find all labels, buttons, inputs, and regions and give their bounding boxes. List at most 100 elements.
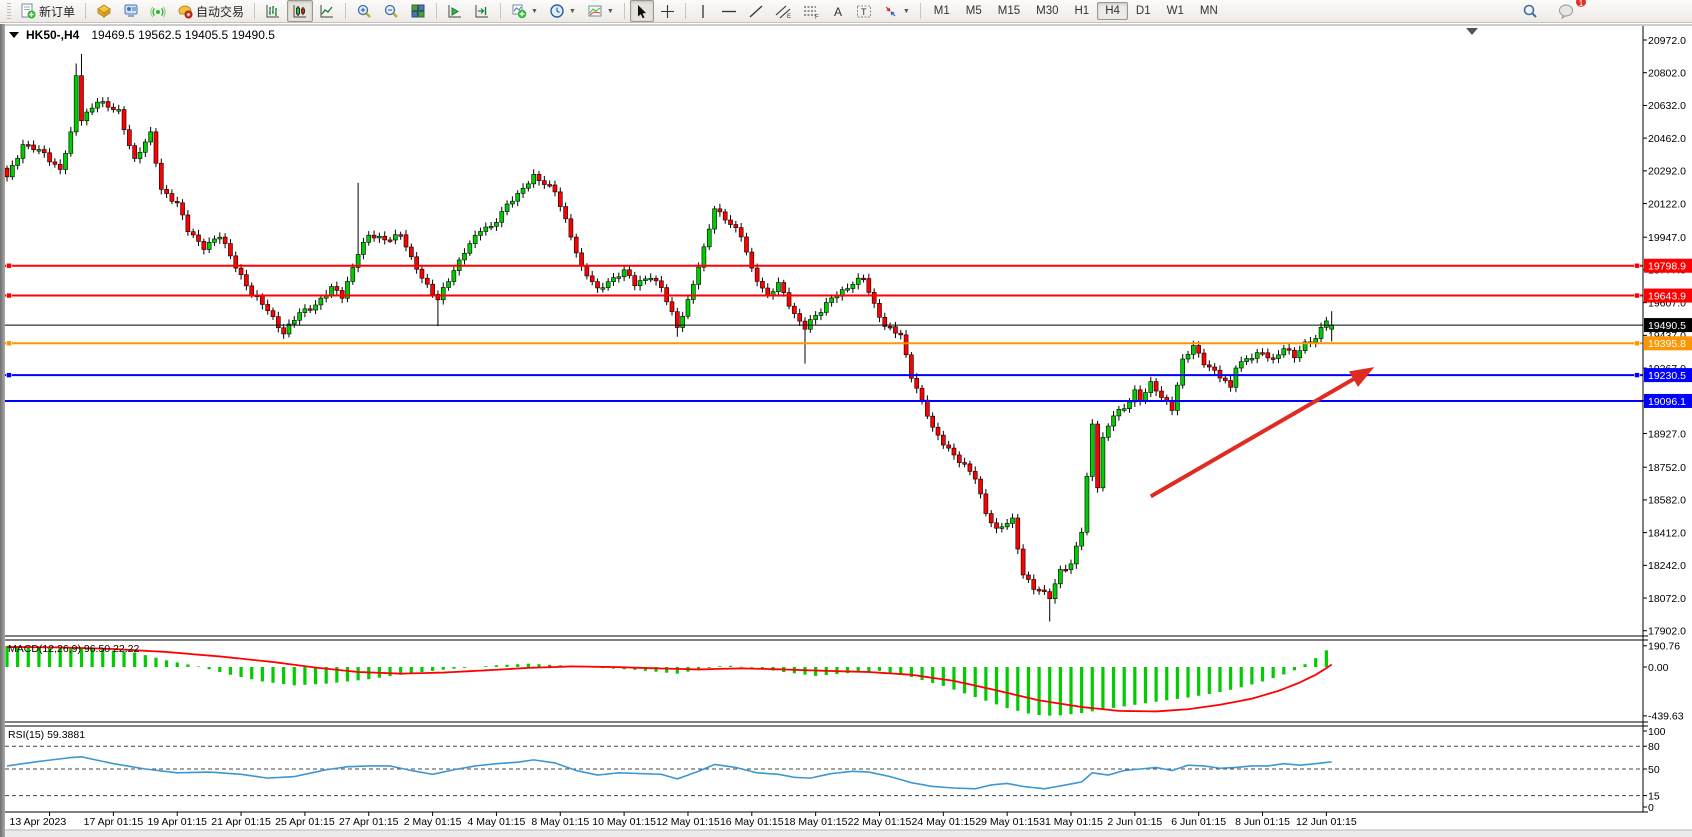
notifications-button[interactable]: 1 [1553,0,1587,22]
hline-handle[interactable] [6,372,12,378]
new-order-label: 新订单 [39,4,76,19]
auto-scroll-button[interactable] [442,0,468,22]
time-tick-label: 21 Apr 01:15 [211,816,271,828]
metaeditor-button[interactable] [118,0,144,22]
market-watch-icon [97,4,111,18]
timeframe-button-M15[interactable]: M15 [997,5,1021,17]
cursor-tool-button[interactable] [629,0,654,22]
fibonacci-icon: F [803,6,819,19]
dropdown-arrow-icon: ▼ [902,7,910,15]
toolbar-separator [623,3,625,19]
horizontal-line-tool-button[interactable] [716,0,742,22]
price-tick-label: 18242.0 [1648,560,1686,572]
macd-layer [5,645,1333,716]
fibonacci-tool-button[interactable]: F [798,0,825,22]
toolbar-right-icons: 1 [1517,0,1587,22]
zoom-out-button[interactable] [378,0,404,22]
hline-handle[interactable] [6,262,12,269]
timeframe-button-M1[interactable]: M1 [933,5,950,17]
text-label-tool-button[interactable]: T [851,0,877,22]
dropdown-arrow-icon: ▼ [568,7,576,15]
timeframe-button-M5[interactable]: M5 [965,5,982,17]
zoom-in-button[interactable] [351,0,377,22]
time-tick-label: 17 Apr 01:15 [84,816,144,828]
hline-handle[interactable] [6,340,12,347]
chart-shift-button[interactable] [469,0,495,22]
trendline-tool-button[interactable] [743,0,769,22]
hline-handle[interactable] [1634,262,1640,269]
hline-handle[interactable] [1634,340,1640,347]
price-tick-label: 17902.0 [1648,626,1686,638]
macd-tick-label: -439.63 [1648,711,1684,723]
text-tool-button[interactable]: A [826,0,850,22]
price-chart-canvas[interactable]: 20972.0 20802.0 20632.0 20462.0 20292.0 20122… [0,24,1692,837]
price-tick-label: 20122.0 [1648,198,1686,210]
clock-periods-icon [550,4,564,18]
trendline-icon [749,5,763,17]
chart-shift-marker-icon[interactable] [1466,28,1478,35]
text-icon: A [834,5,842,19]
hline-handle[interactable] [1634,372,1640,378]
price-tick-label: 19947.0 [1648,232,1686,244]
templates-icon [588,5,602,17]
rsi-tick-label: 0 [1648,802,1654,814]
tile-windows-button[interactable] [405,0,431,22]
time-tick-label: 10 May 01:15 [592,816,656,828]
indicators-icon [512,4,527,19]
templates-dropdown-button[interactable]: ▼ [582,0,619,22]
candlestick-mode-button[interactable] [287,0,314,22]
timeframe-button-W1[interactable]: W1 [1166,5,1184,17]
timeframe-button-MN[interactable]: MN [1199,5,1218,17]
rsi-line [6,756,1332,790]
dropdown-arrow-icon: ▼ [531,7,538,15]
chart-title: HK50-,H4 19469.5 19562.5 19405.5 19490.5 [26,28,275,42]
zoom-out-icon [384,4,398,18]
hline-price-label: 19230.5 [1648,370,1686,382]
line-chart-mode-button[interactable] [314,0,340,22]
rsi-layer [5,745,1643,797]
price-tick-label: 20462.0 [1648,133,1686,145]
candles-layer [5,53,1334,622]
arrows-shapes-icon [885,6,896,16]
market-watch-button[interactable] [91,0,117,22]
time-axis[interactable]: 13 Apr 2023 17 Apr 01:15 19 Apr 01:15 21 Ap… [10,812,1357,828]
chart-window[interactable]: 20972.0 20802.0 20632.0 20462.0 20292.0 20122… [0,24,1692,837]
time-tick-label: 22 May 01:15 [848,816,912,828]
toolbar-separator [254,3,256,19]
toolbar-grip[interactable] [7,3,11,19]
arrows-tool-button[interactable]: ▼ [878,0,915,22]
main-toolbar: 新订单 [0,0,1692,23]
cursor-icon [637,4,646,18]
hline-handle[interactable] [6,292,12,299]
new-order-button[interactable]: 新订单 [15,0,80,22]
time-tick-label: 8 Jun 01:15 [1235,816,1290,828]
timeframe-button-H4[interactable]: H4 [1097,2,1128,20]
symbol-dropdown-icon[interactable] [9,32,19,38]
crosshair-tool-button[interactable] [655,0,680,22]
time-tick-label: 12 Jun 01:15 [1296,816,1357,828]
time-tick-label: 19 Apr 01:15 [147,816,207,828]
signals-button[interactable] [145,0,171,22]
time-tick-label: 29 May 01:15 [975,816,1039,828]
bar-chart-mode-button[interactable] [260,0,286,22]
timeframe-button-H1[interactable]: H1 [1074,5,1090,17]
indicators-dropdown-button[interactable]: ▼ [506,0,543,22]
timeframe-button-M30[interactable]: M30 [1036,5,1059,17]
vertical-line-tool-button[interactable] [691,0,715,22]
time-tick-label: 8 May 01:15 [531,816,589,828]
autotrading-button[interactable]: 自动交易 [172,0,249,22]
periods-dropdown-button[interactable]: ▼ [544,0,581,22]
price-tick-label: 20972.0 [1648,35,1686,47]
equidistant-channel-tool-button[interactable]: E [770,0,797,22]
search-button[interactable] [1517,0,1543,22]
trend-arrow-annotation[interactable] [1149,367,1375,499]
time-tick-label: 24 May 01:15 [911,816,975,828]
toolbar-separator [85,3,87,19]
equidistant-channel-icon: E [775,5,791,19]
hline-handle[interactable] [1634,292,1640,299]
svg-text:F: F [815,14,819,19]
timeframe-button-D1[interactable]: D1 [1135,5,1151,17]
price-tick-label: 18752.0 [1648,462,1686,474]
crosshair-icon [660,4,674,18]
